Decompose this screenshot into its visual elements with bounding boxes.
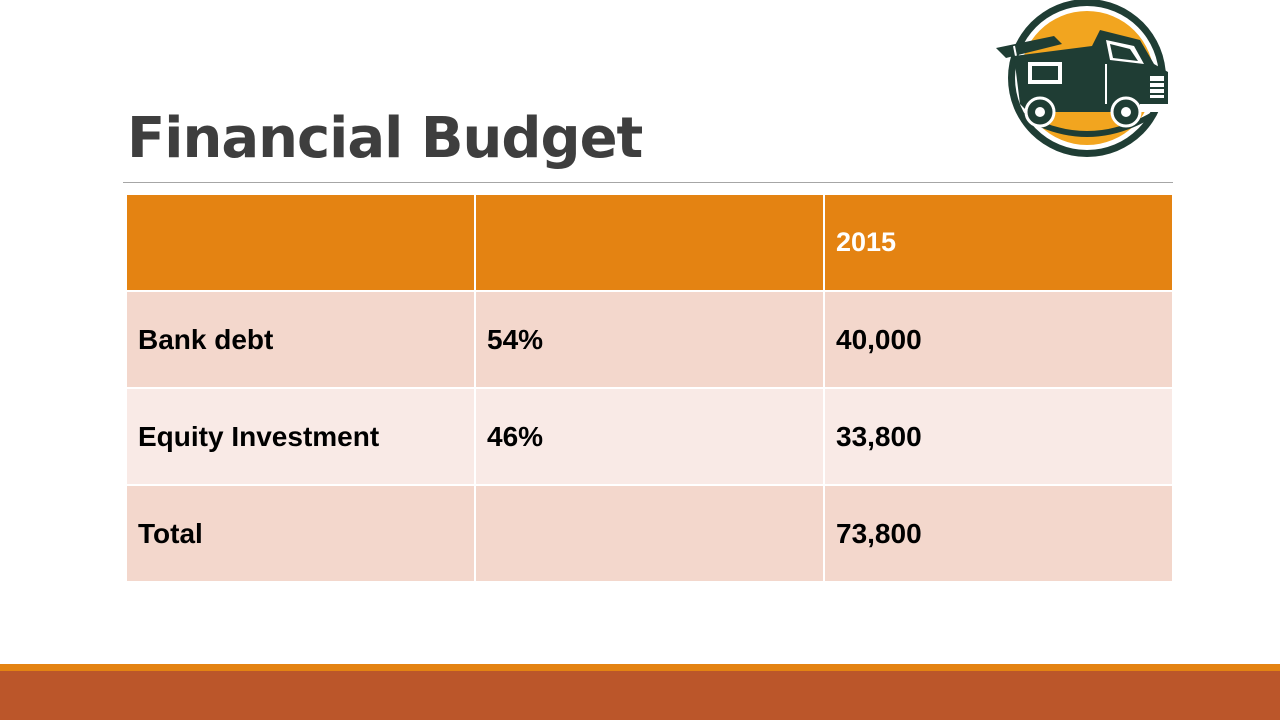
header-cell-year: 2015 [823, 193, 1174, 292]
budget-table: 2015 Bank debt 54% 40,000 Equity Investm… [125, 193, 1174, 583]
slide-title: Financial Budget [127, 106, 643, 171]
table-row: Total 73,800 [125, 484, 1174, 583]
row-amount: 33,800 [823, 387, 1174, 486]
food-truck-logo [992, 0, 1174, 160]
table-row: Bank debt 54% 40,000 [125, 290, 1174, 389]
table-row: Equity Investment 46% 33,800 [125, 387, 1174, 486]
food-truck-icon [996, 0, 1170, 157]
row-percent: 46% [474, 387, 825, 486]
header-cell-label [125, 193, 476, 292]
row-amount: 73,800 [823, 484, 1174, 583]
header-cell-percent [474, 193, 825, 292]
table-header-row: 2015 [125, 193, 1174, 292]
footer-bar [0, 671, 1280, 720]
row-label: Equity Investment [125, 387, 476, 486]
row-label: Total [125, 484, 476, 583]
row-percent: 54% [474, 290, 825, 389]
footer-accent-stripe [0, 664, 1280, 671]
title-divider [123, 182, 1173, 183]
row-percent [474, 484, 825, 583]
row-amount: 40,000 [823, 290, 1174, 389]
row-label: Bank debt [125, 290, 476, 389]
